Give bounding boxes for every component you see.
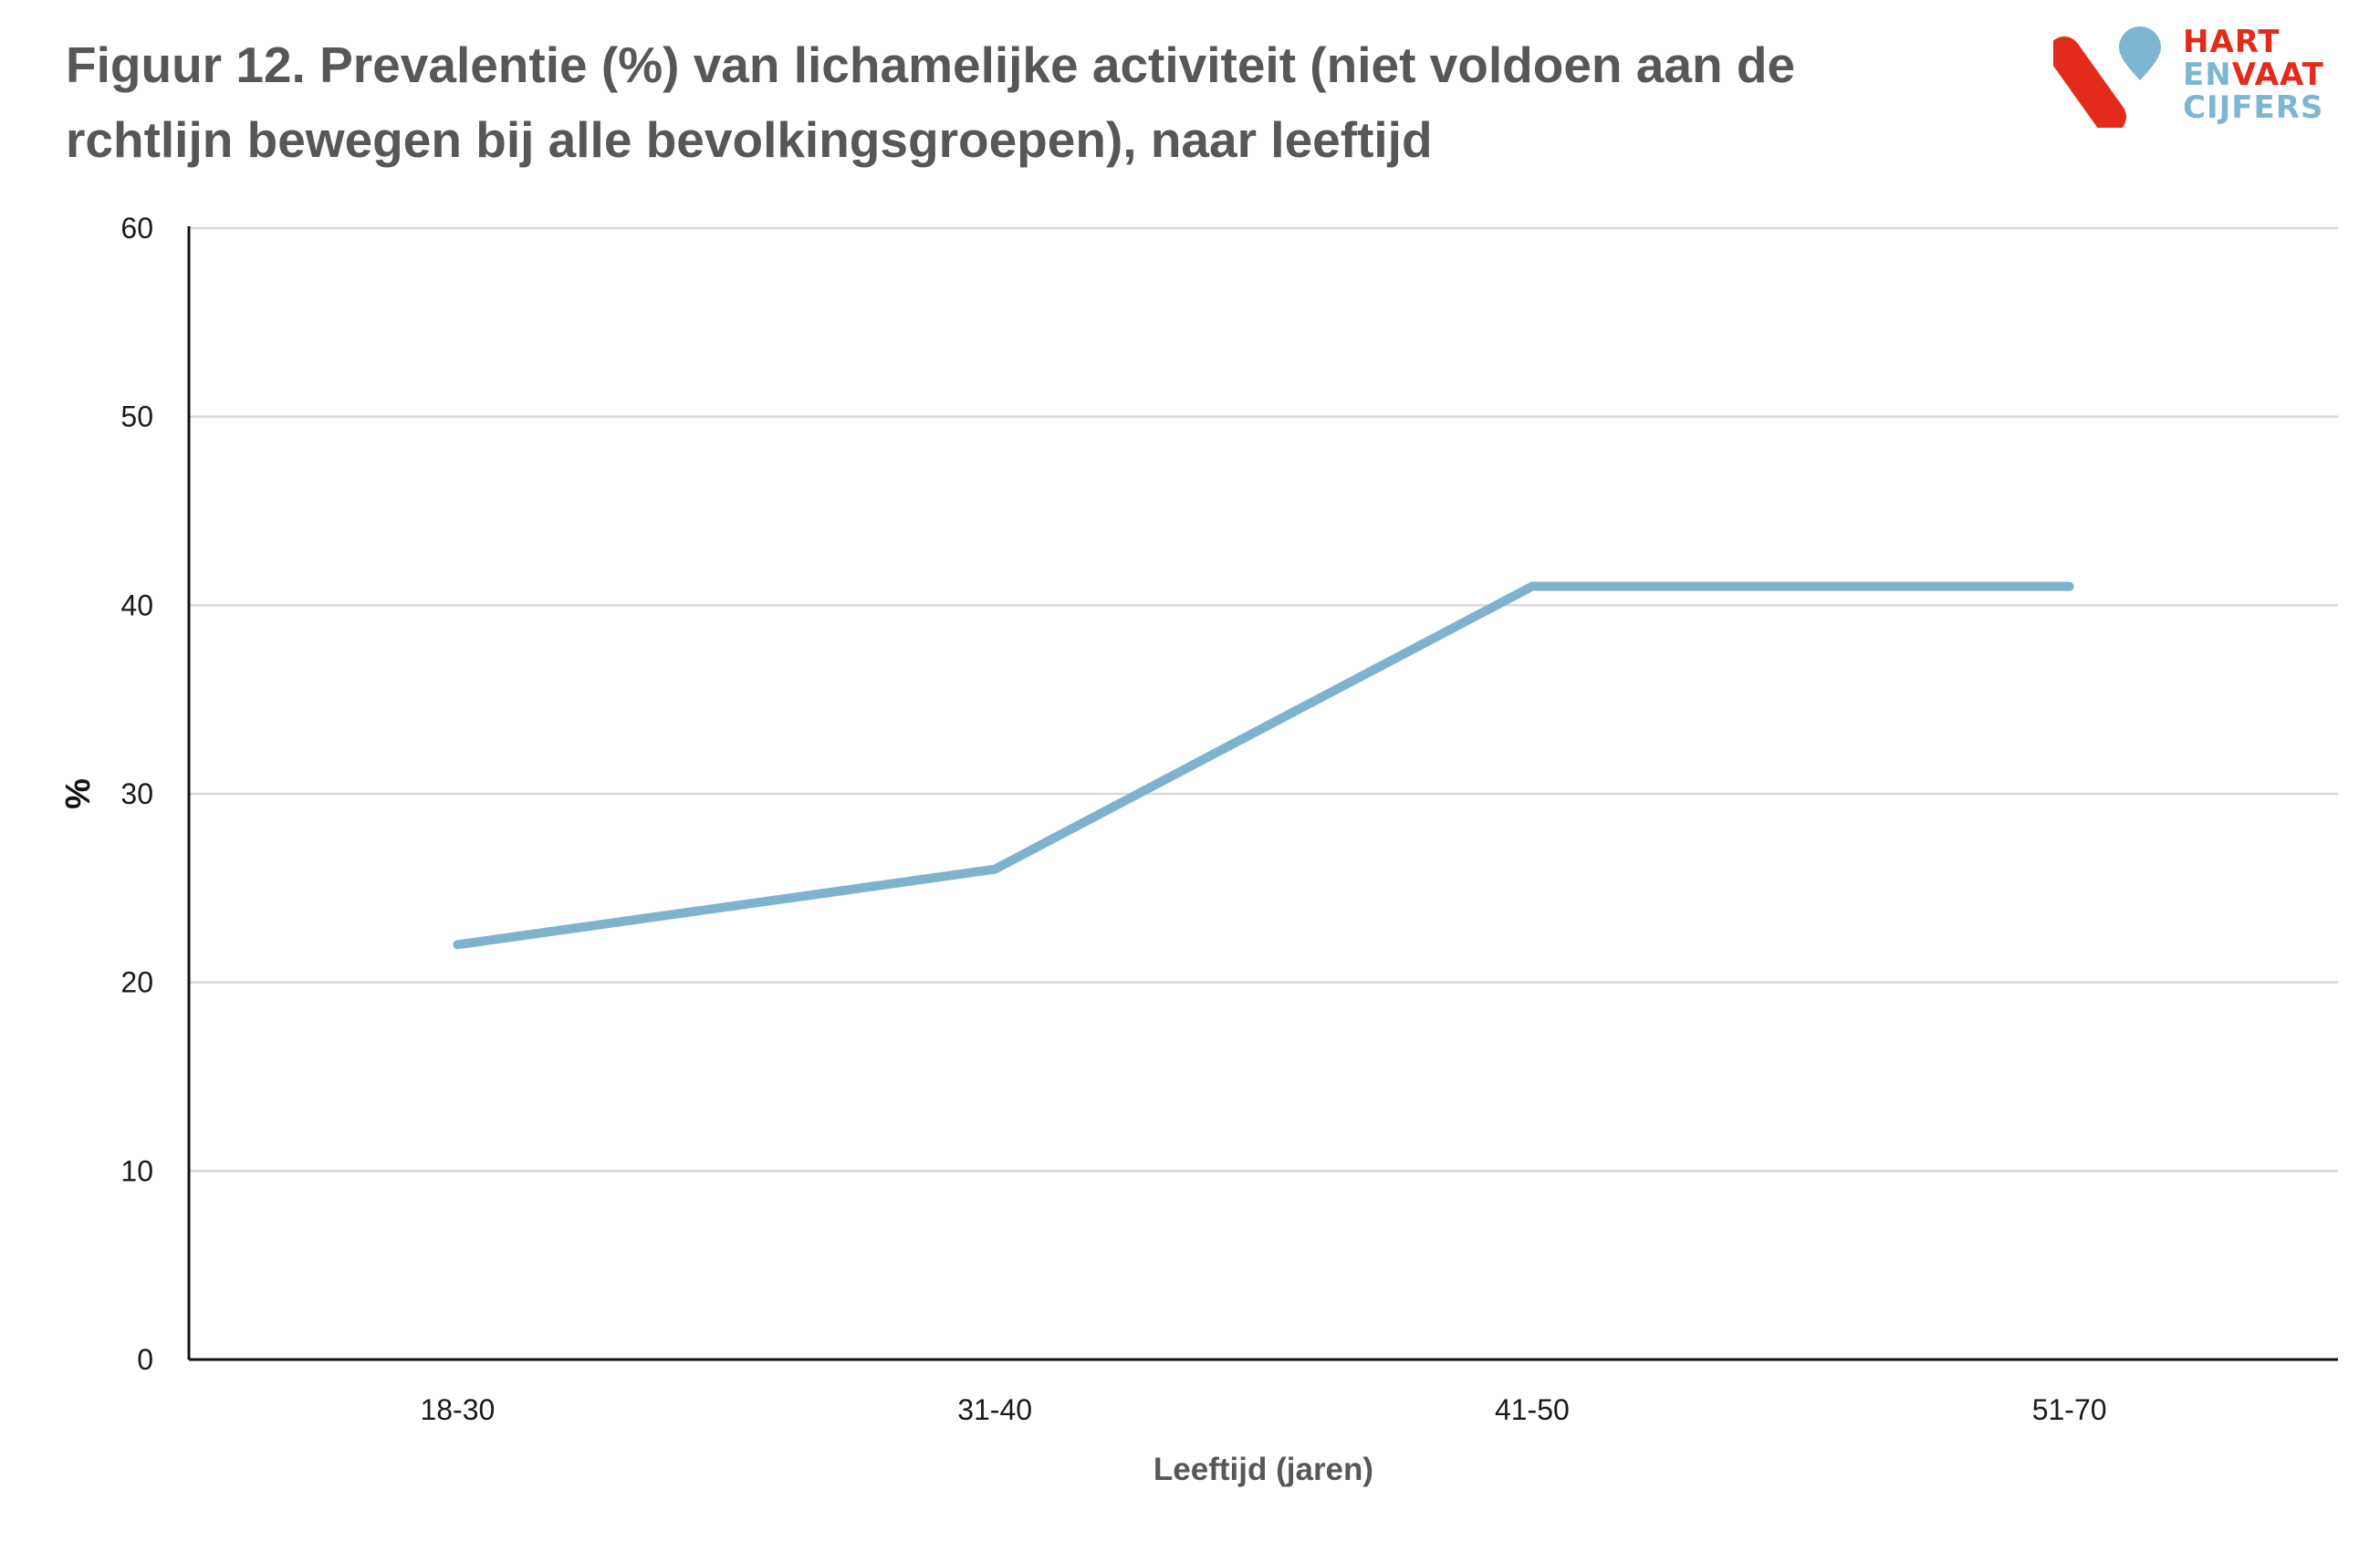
series-line-0 — [453, 581, 2074, 950]
logo-line-cijfers: CIJFERS — [2183, 89, 2324, 126]
x-tick-labels: 18-30 31-40 41-50 51-70 — [420, 1393, 2106, 1426]
logo-heart-icon — [2048, 26, 2161, 133]
y-tick-label-50: 50 — [120, 401, 153, 433]
logo-line-hart: HART — [2183, 24, 2281, 60]
hartenvaatcijfers-logo: HART ENVAAT CIJFERS — [2048, 26, 2345, 133]
logo-word-en: EN — [2183, 57, 2232, 93]
gridlines — [189, 226, 2338, 1172]
y-tick-label-10: 10 — [120, 1154, 153, 1187]
y-tick-label-30: 30 — [120, 777, 153, 810]
logo-red-stroke — [2048, 36, 2126, 133]
logo-line-envaat: ENVAAT — [2183, 58, 2324, 91]
logo-word-vaat: VAAT — [2231, 57, 2324, 93]
series-lines — [453, 581, 2074, 950]
y-tick-label-60: 60 — [120, 212, 153, 245]
x-tick-label-18-30: 18-30 — [420, 1393, 495, 1426]
x-axis-title: Leeftijd (jaren) — [1153, 1452, 1373, 1487]
y-tick-label-40: 40 — [120, 589, 153, 621]
y-axis-title: % — [59, 778, 98, 809]
logo-text: HART ENVAAT CIJFERS — [2183, 26, 2324, 124]
y-tick-labels: 0 10 20 30 40 50 60 — [120, 212, 153, 1376]
x-tick-label-41-50: 41-50 — [1495, 1393, 1570, 1426]
y-tick-label-0: 0 — [137, 1343, 153, 1376]
y-tick-label-20: 20 — [120, 966, 153, 999]
logo-blue-drop — [2119, 26, 2161, 80]
x-tick-label-51-70: 51-70 — [2032, 1393, 2107, 1426]
x-tick-label-31-40: 31-40 — [957, 1393, 1032, 1426]
chart-title: Figuur 12. Prevalentie (%) van lichameli… — [66, 36, 1796, 168]
